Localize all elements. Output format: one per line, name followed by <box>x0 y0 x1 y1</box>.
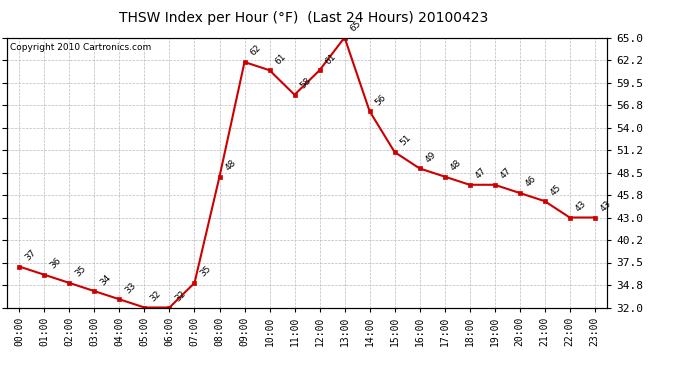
Text: 36: 36 <box>48 256 63 271</box>
Text: 33: 33 <box>124 280 138 295</box>
Text: 62: 62 <box>248 44 263 58</box>
Text: 32: 32 <box>174 289 188 303</box>
Text: 46: 46 <box>524 174 538 189</box>
Text: 47: 47 <box>499 166 513 181</box>
Text: 56: 56 <box>374 93 388 107</box>
Text: 61: 61 <box>274 52 288 66</box>
Text: 45: 45 <box>549 183 563 197</box>
Text: 43: 43 <box>574 199 589 213</box>
Text: 48: 48 <box>224 158 238 172</box>
Text: 37: 37 <box>23 248 38 262</box>
Text: 35: 35 <box>199 264 213 279</box>
Text: 49: 49 <box>424 150 438 164</box>
Text: 35: 35 <box>74 264 88 279</box>
Text: 58: 58 <box>299 76 313 91</box>
Text: THSW Index per Hour (°F)  (Last 24 Hours) 20100423: THSW Index per Hour (°F) (Last 24 Hours)… <box>119 11 489 25</box>
Text: 43: 43 <box>599 199 613 213</box>
Text: 34: 34 <box>99 273 113 287</box>
Text: 65: 65 <box>348 19 363 33</box>
Text: 32: 32 <box>148 289 163 303</box>
Text: 51: 51 <box>399 134 413 148</box>
Text: 47: 47 <box>474 166 489 181</box>
Text: Copyright 2010 Cartronics.com: Copyright 2010 Cartronics.com <box>10 43 151 52</box>
Text: 61: 61 <box>324 52 338 66</box>
Text: 48: 48 <box>448 158 463 172</box>
